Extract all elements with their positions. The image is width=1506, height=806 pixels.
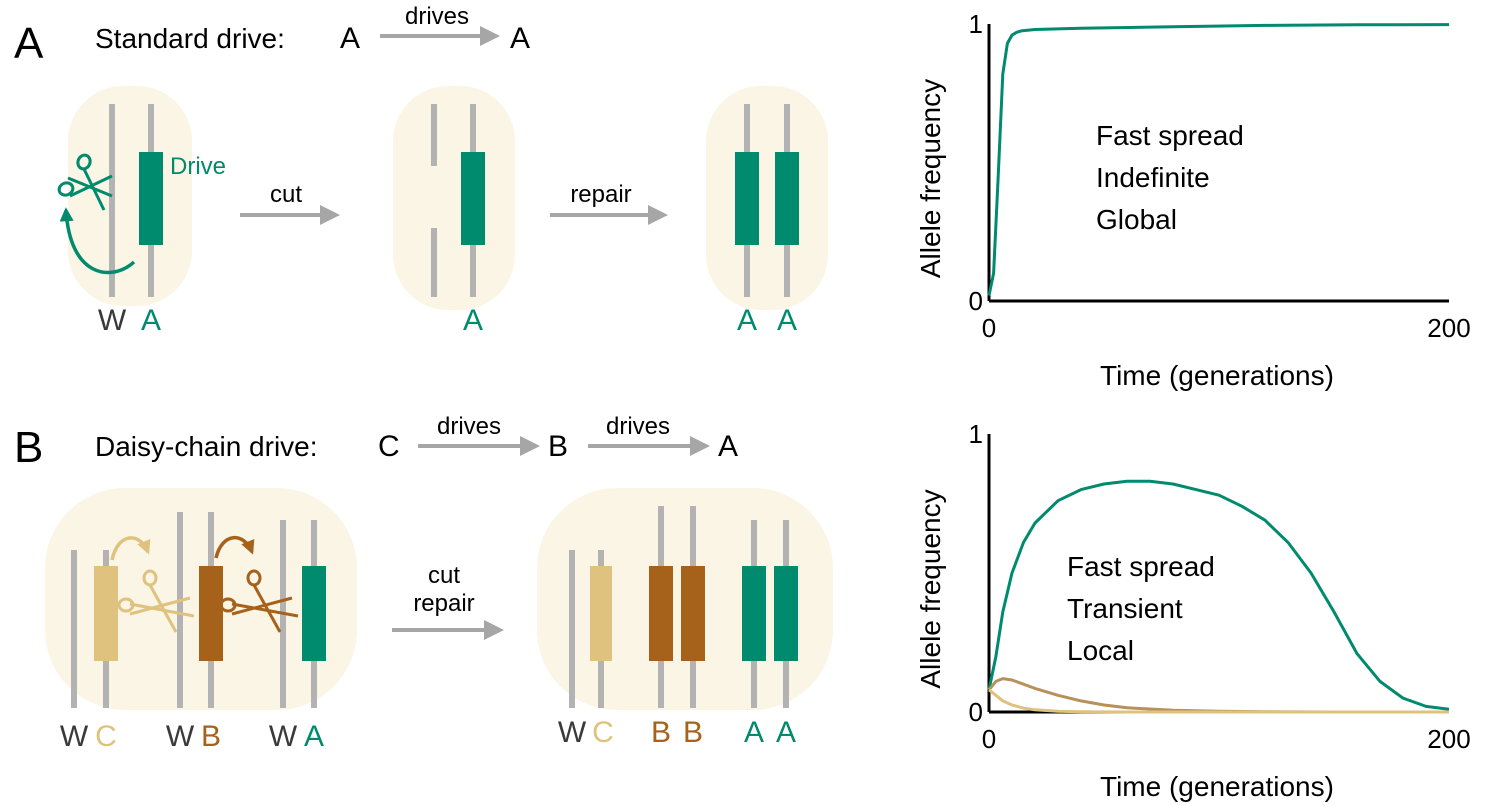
drive-c-block — [590, 566, 612, 661]
cell-a2: A — [393, 86, 515, 337]
before-w3-label: W — [269, 720, 298, 753]
y-tick-label: 0 — [969, 286, 983, 316]
chart-annotation: Transient — [1067, 593, 1183, 624]
drive-block — [139, 152, 163, 245]
x-axis-label: Time (generations) — [1100, 360, 1334, 391]
scissors-icon — [219, 569, 299, 633]
chain-b-b: B — [548, 430, 568, 463]
chain-b-c: C — [378, 430, 400, 463]
chart-standard-drive: 0 1 0 200 Time (generations) Allele frequency… — [915, 9, 1471, 391]
drive-c-block — [94, 566, 118, 661]
series-line — [987, 677, 1449, 714]
chart-annotation: Indefinite — [1096, 162, 1210, 193]
cell-a1: Drive W A — [57, 86, 226, 337]
cell-a3: A A — [706, 86, 828, 337]
chart-annotation: Fast spread — [1067, 551, 1215, 582]
before-c-label: C — [95, 720, 117, 753]
chain-a-arrow-label: drives — [405, 3, 469, 30]
drive-block — [735, 152, 759, 245]
before-w2-label: W — [166, 720, 195, 753]
x-tick-label: 0 — [982, 724, 996, 754]
cell-b-before: W C W B W A — [45, 488, 357, 753]
y-tick-label: 0 — [969, 697, 983, 727]
after-w-label: W — [558, 716, 587, 749]
chain-a-to: A — [510, 22, 530, 55]
panel-b-title: Daisy-chain drive: — [95, 431, 318, 462]
curved-arrow-icon — [59, 207, 136, 275]
after-a1-label: A — [744, 716, 764, 749]
x-axis-label: Time (generations) — [1100, 771, 1334, 802]
drive-block — [775, 152, 799, 245]
repair-label: repair — [570, 181, 631, 208]
panel-b: B Daisy-chain drive: C drives B drives A — [14, 413, 833, 753]
before-w1-label: W — [60, 720, 89, 753]
scissors-icon — [117, 569, 195, 633]
cell-background — [68, 86, 192, 306]
chain-b-arrow-2-label: drives — [606, 413, 670, 440]
chain-a-from: A — [340, 22, 360, 55]
y-tick-label: 1 — [969, 9, 983, 39]
chart-annotation: Global — [1096, 204, 1177, 235]
after-b2-label: B — [683, 716, 703, 749]
cut-repair-label-2: repair — [413, 590, 474, 617]
drive-block — [461, 152, 485, 245]
drive-a-block — [774, 566, 798, 661]
y-axis-label: Allele frequency — [915, 79, 946, 278]
cell-a1-drive-label: A — [141, 304, 161, 337]
x-tick-label: 200 — [1427, 313, 1470, 343]
panel-b-letter: B — [14, 423, 43, 472]
cell-b-after: W C B B A A — [537, 488, 833, 749]
y-tick-label: 1 — [969, 419, 983, 449]
series-line — [987, 479, 1450, 711]
cell-a2-drive-label: A — [463, 304, 483, 337]
drive-b-block — [681, 566, 705, 661]
before-b-label: B — [201, 720, 221, 753]
cell-background — [393, 86, 515, 310]
before-a-label: A — [304, 720, 324, 753]
cell-a3-left-label: A — [737, 304, 757, 337]
drive-label: Drive — [170, 153, 226, 180]
after-a2-label: A — [776, 716, 796, 749]
after-b1-label: B — [651, 716, 671, 749]
x-tick-label: 0 — [982, 313, 996, 343]
cut-label: cut — [270, 181, 302, 208]
panel-a-title: Standard drive: — [95, 23, 285, 54]
x-tick-label: 200 — [1427, 724, 1470, 754]
chart-annotation: Fast spread — [1096, 120, 1244, 151]
chart-annotation: Local — [1067, 635, 1134, 666]
cell-a3-right-label: A — [777, 304, 797, 337]
chart-daisy-chain-drive: 0 1 0 200 Time (generations) Allele frequency… — [915, 419, 1471, 802]
drive-a-block — [742, 566, 766, 661]
series-line — [987, 23, 1450, 296]
series-line — [988, 688, 1449, 714]
y-axis-label: Allele frequency — [915, 489, 946, 688]
chain-b-a: A — [718, 430, 738, 463]
scissors-icon — [57, 153, 113, 211]
cut-repair-label-1: cut — [428, 562, 460, 589]
chain-b-arrow-1-label: drives — [437, 413, 501, 440]
after-c-label: C — [592, 716, 614, 749]
drive-a-block — [302, 566, 326, 661]
panel-a: A Standard drive: A drives A Drive W A c… — [14, 3, 828, 337]
curved-arrow-icon — [110, 536, 151, 561]
panel-a-letter: A — [14, 19, 44, 68]
cell-a1-wild-label: W — [98, 304, 127, 337]
drive-b-block — [649, 566, 673, 661]
drive-b-block — [199, 566, 223, 661]
cell-background — [706, 86, 828, 310]
curved-arrow-icon — [214, 535, 255, 559]
